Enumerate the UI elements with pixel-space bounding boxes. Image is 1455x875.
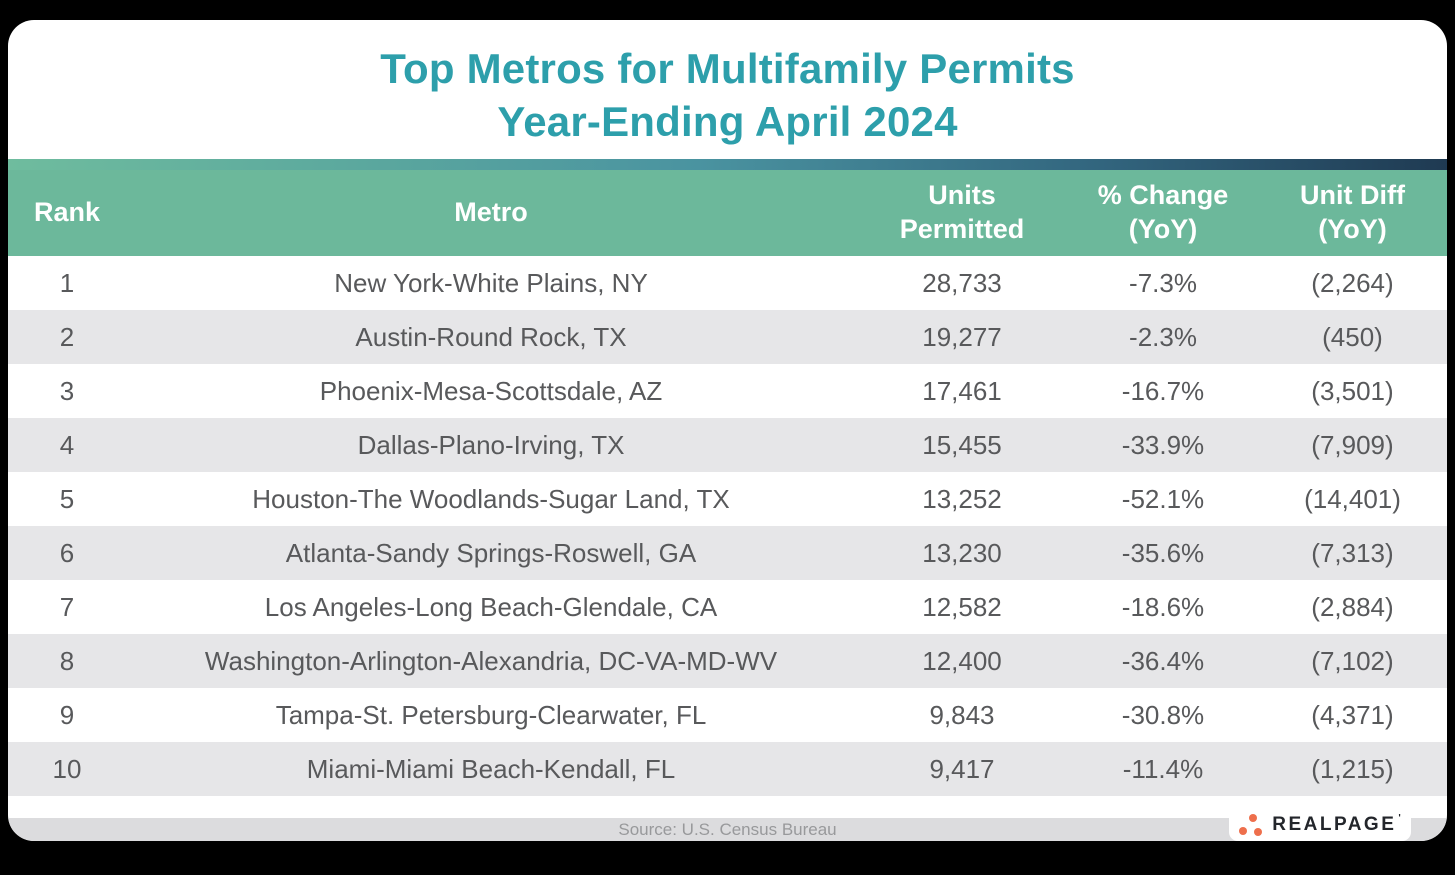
cell-metro: Tampa-St. Petersburg-Clearwater, FL bbox=[275, 699, 707, 730]
table-row: 9 Tampa-St. Petersburg-Clearwater, FL 9,84… bbox=[8, 688, 1447, 742]
cell-diff: (2,264) bbox=[1311, 267, 1394, 298]
cell-diff: (3,501) bbox=[1311, 375, 1394, 406]
cell-change: -30.8% bbox=[1121, 699, 1205, 730]
cell-change: -16.7% bbox=[1121, 375, 1205, 406]
cell-metro: Dallas-Plano-Irving, TX bbox=[357, 429, 625, 460]
cell-metro: Washington-Arlington-Alexandria, DC-VA-M… bbox=[204, 645, 778, 676]
column-header-units-permitted: Units Permitted bbox=[899, 180, 1025, 244]
cell-change: -11.4% bbox=[1122, 753, 1204, 784]
cell-change: -52.1% bbox=[1121, 483, 1205, 514]
cell-units: 9,843 bbox=[929, 699, 995, 730]
table-row: 4 Dallas-Plano-Irving, TX 15,455 -33.9% (7,9… bbox=[8, 418, 1447, 472]
cell-units: 17,461 bbox=[922, 375, 1002, 406]
cell-units: 12,400 bbox=[922, 645, 1002, 676]
cell-rank: 6 bbox=[59, 537, 75, 568]
accent-gradient-bar bbox=[8, 159, 1447, 170]
table-row: 10 Miami-Miami Beach-Kendall, FL 9,417 -11.… bbox=[8, 742, 1447, 796]
page-title-line-1: Top Metros for Multifamily Permits bbox=[380, 45, 1075, 92]
column-header-rank: Rank bbox=[33, 197, 101, 228]
cell-rank: 1 bbox=[59, 267, 75, 298]
trademark-tick: ' bbox=[1398, 813, 1401, 824]
table-row: 5 Houston-The Woodlands-Sugar Land, TX 13,… bbox=[8, 472, 1447, 526]
cell-metro: New York-White Plains, NY bbox=[334, 267, 648, 298]
table-body: 1 New York-White Plains, NY 28,733 -7.3% (2,… bbox=[8, 256, 1447, 796]
cell-units: 12,582 bbox=[922, 591, 1002, 622]
title-block: Top Metros for Multifamily Permits Year-… bbox=[8, 20, 1447, 159]
cell-rank: 9 bbox=[59, 699, 75, 730]
table-header-row: Rank Metro Units Permitted % Change (YoY… bbox=[8, 170, 1447, 256]
cell-metro: Austin-Round Rock, TX bbox=[355, 321, 627, 352]
realpage-logo: REALPAGE ' bbox=[1229, 808, 1411, 841]
cell-units: 9,417 bbox=[929, 753, 995, 784]
cell-metro: Houston-The Woodlands-Sugar Land, TX bbox=[252, 483, 730, 514]
cell-diff: (7,313) bbox=[1311, 537, 1394, 568]
column-header-metro: Metro bbox=[454, 197, 528, 228]
cell-rank: 10 bbox=[52, 753, 82, 784]
table-row: 7 Los Angeles-Long Beach-Glendale, CA 12,5… bbox=[8, 580, 1447, 634]
cell-diff: (14,401) bbox=[1304, 483, 1401, 514]
cell-change: -35.6% bbox=[1121, 537, 1205, 568]
cell-rank: 2 bbox=[59, 321, 75, 352]
cell-rank: 8 bbox=[59, 645, 75, 676]
cell-diff: (7,909) bbox=[1311, 429, 1394, 460]
cell-change: -2.3% bbox=[1129, 321, 1197, 352]
footer-strip: Source: U.S. Census Bureau bbox=[8, 818, 1447, 841]
cell-change: -33.9% bbox=[1121, 429, 1205, 460]
cell-units: 28,733 bbox=[922, 267, 1002, 298]
source-text: Source: U.S. Census Bureau bbox=[618, 820, 837, 839]
column-header-unit-diff: Unit Diff (YoY) bbox=[1300, 180, 1405, 244]
cell-metro: Los Angeles-Long Beach-Glendale, CA bbox=[264, 591, 718, 622]
cell-units: 19,277 bbox=[922, 321, 1002, 352]
cell-diff: (7,102) bbox=[1311, 645, 1394, 676]
cell-diff: (4,371) bbox=[1311, 699, 1394, 730]
column-header-pct-change: % Change (YoY) bbox=[1097, 180, 1229, 244]
cell-change: -36.4% bbox=[1121, 645, 1205, 676]
realpage-dots-icon bbox=[1239, 813, 1264, 837]
cell-diff: (2,884) bbox=[1311, 591, 1394, 622]
table-row: 2 Austin-Round Rock, TX 19,277 -2.3% (450) bbox=[8, 310, 1447, 364]
cell-units: 13,252 bbox=[922, 483, 1002, 514]
cell-metro: Phoenix-Mesa-Scottsdale, AZ bbox=[319, 375, 663, 406]
realpage-logo-text: REALPAGE bbox=[1272, 814, 1397, 835]
cell-units: 15,455 bbox=[922, 429, 1002, 460]
page-title-line-2: Year-Ending April 2024 bbox=[497, 98, 958, 145]
cell-rank: 4 bbox=[59, 429, 75, 460]
cell-metro: Miami-Miami Beach-Kendall, FL bbox=[306, 753, 676, 784]
cell-rank: 3 bbox=[59, 375, 75, 406]
cell-diff: (450) bbox=[1322, 321, 1383, 352]
cell-rank: 5 bbox=[59, 483, 75, 514]
cell-diff: (1,215) bbox=[1311, 753, 1394, 784]
table-row: 3 Phoenix-Mesa-Scottsdale, AZ 17,461 -16.7%… bbox=[8, 364, 1447, 418]
cell-metro: Atlanta-Sandy Springs-Roswell, GA bbox=[285, 537, 697, 568]
cell-rank: 7 bbox=[59, 591, 75, 622]
table-row: 6 Atlanta-Sandy Springs-Roswell, GA 13,230… bbox=[8, 526, 1447, 580]
cell-units: 13,230 bbox=[922, 537, 1002, 568]
cell-change: -18.6% bbox=[1121, 591, 1205, 622]
infographic-card: Top Metros for Multifamily Permits Year-… bbox=[8, 20, 1447, 841]
cell-change: -7.3% bbox=[1129, 267, 1197, 298]
table-row: 8 Washington-Arlington-Alexandria, DC-VA-… bbox=[8, 634, 1447, 688]
table-row: 1 New York-White Plains, NY 28,733 -7.3% (2,… bbox=[8, 256, 1447, 310]
